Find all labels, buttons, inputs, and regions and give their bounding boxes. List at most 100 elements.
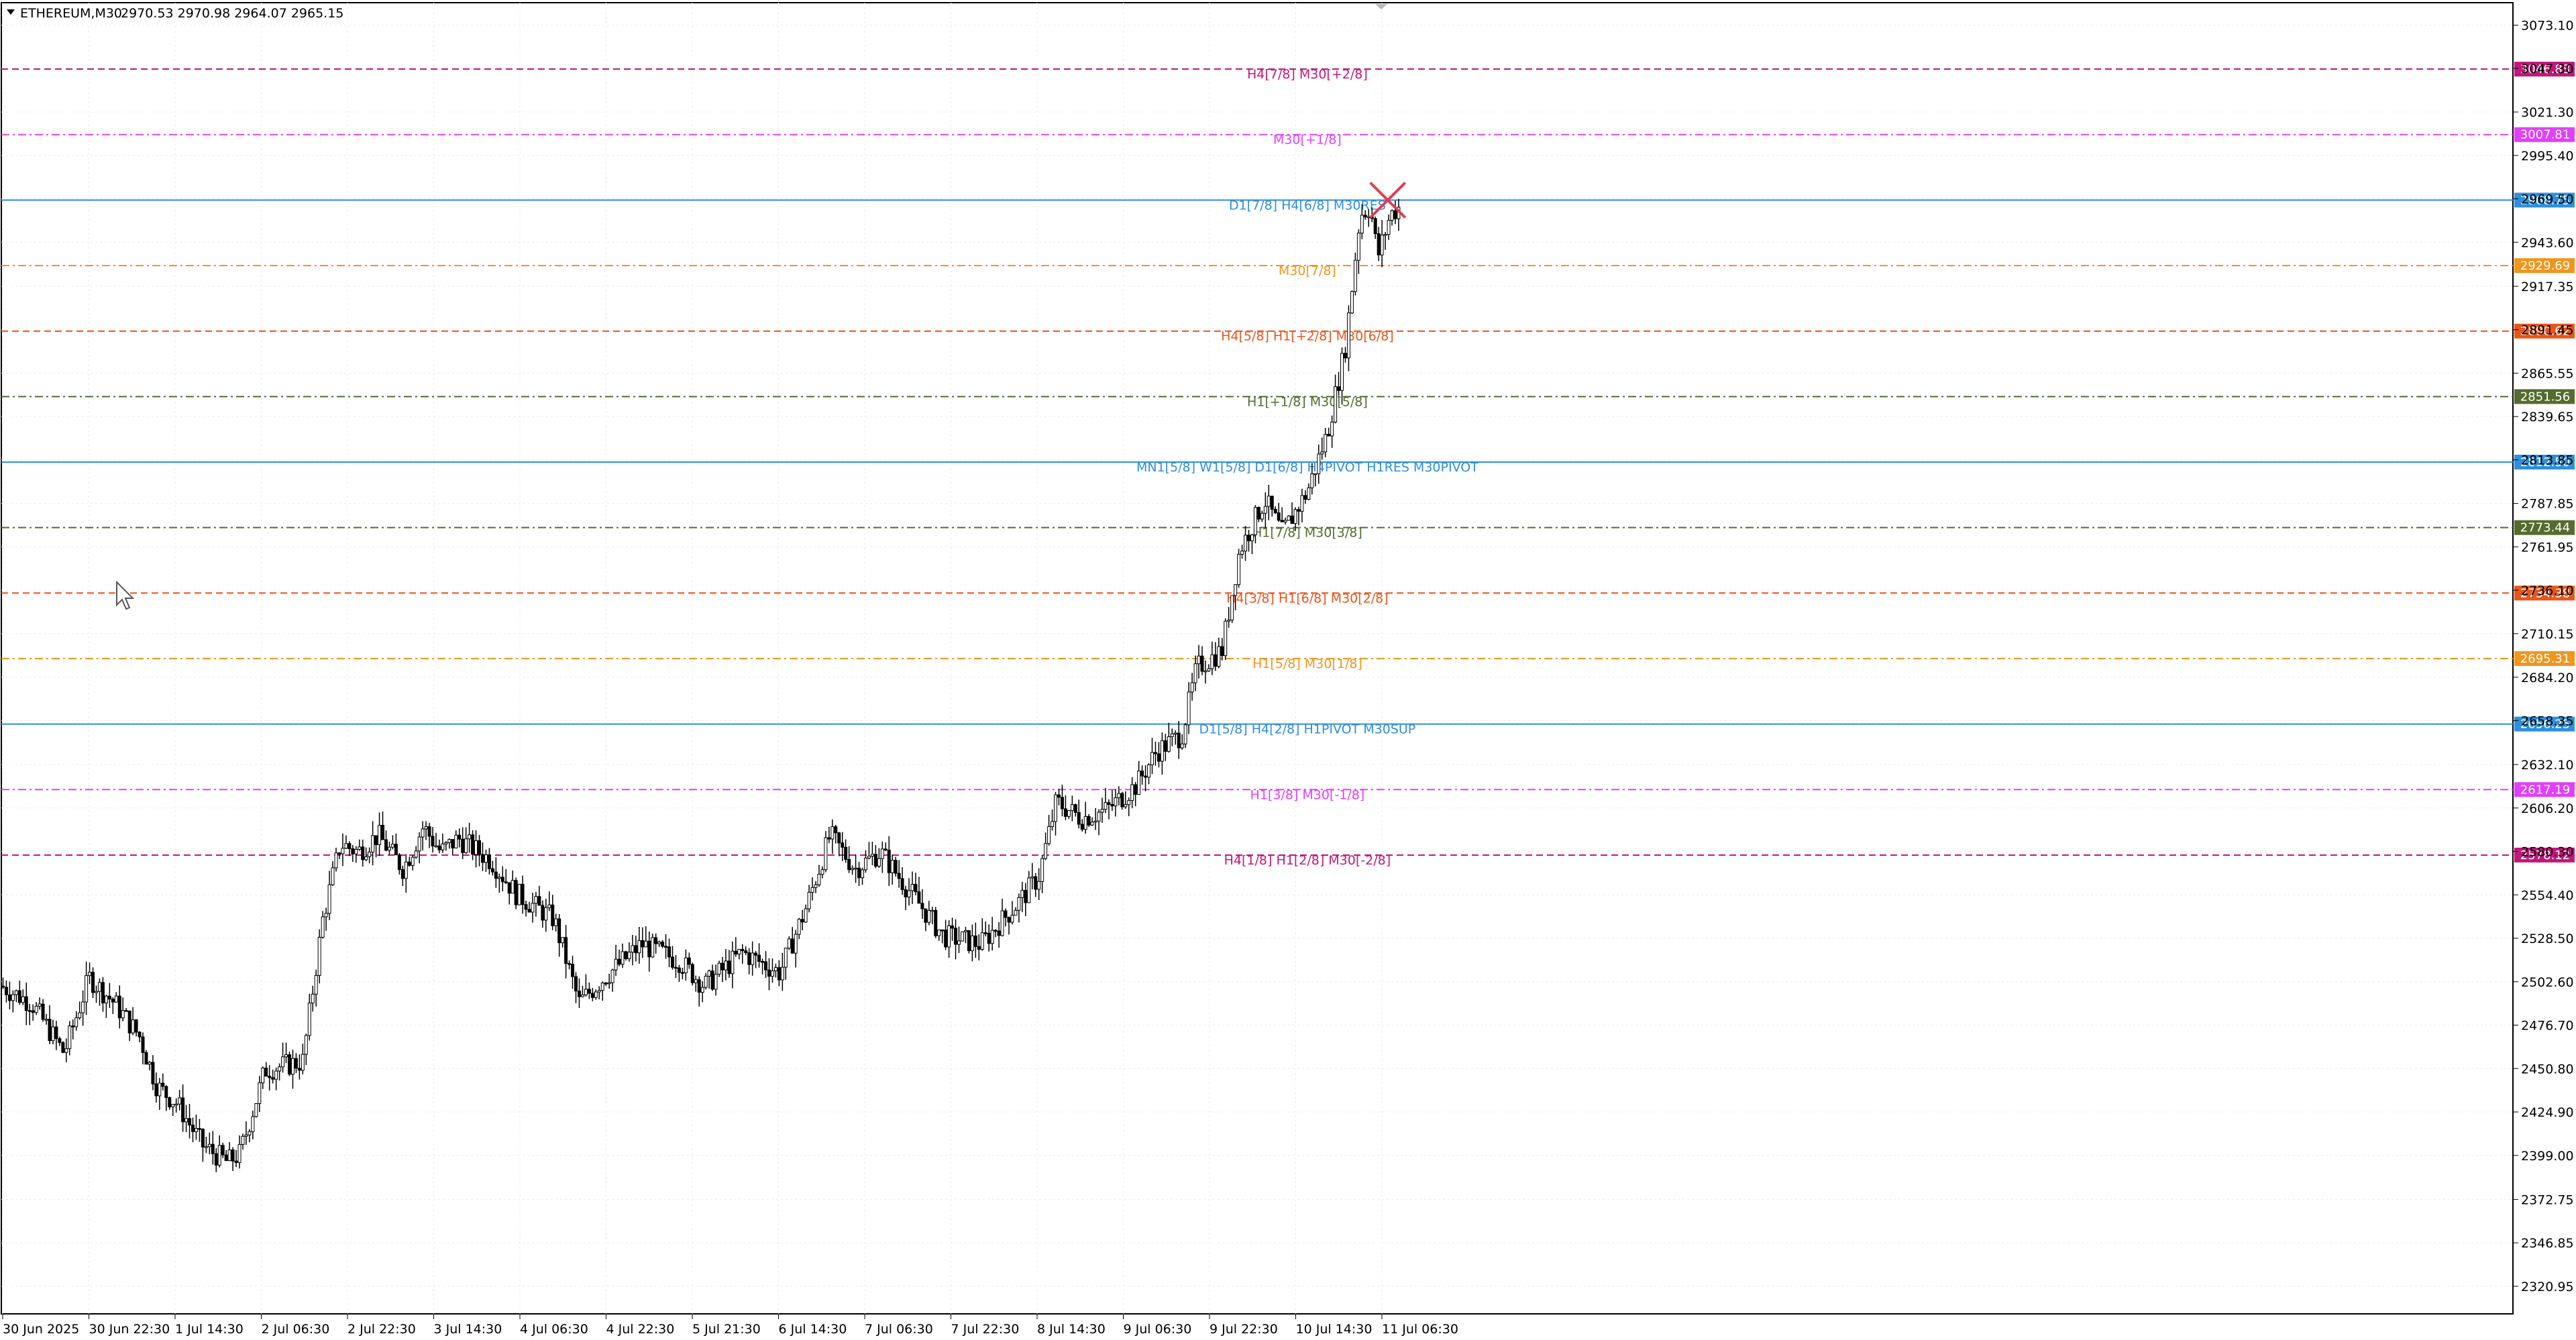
candle-body [1240,551,1244,555]
candle-body [1193,663,1197,683]
candle-body [780,966,784,981]
price-badge-text: 2617.19 [2520,783,2570,797]
trade-markers [1369,181,1407,219]
y-tick-label: 2787.85 [2521,497,2574,512]
candle-body [114,995,118,1003]
candle-body [697,979,701,993]
candle-body [857,867,861,879]
candle-body [244,1134,248,1137]
candle-body [1256,507,1260,520]
candle-body [894,860,898,874]
candle-body [1217,646,1221,667]
candle-body [68,1025,72,1050]
candle-body [1363,215,1367,217]
candle-body [741,949,745,952]
candle-body [294,1058,298,1069]
chart-shift-icon[interactable] [1375,4,1387,9]
candle-body [347,843,352,849]
candle-body [1297,509,1301,512]
candle-body [354,848,358,854]
candle-body [1124,804,1128,807]
candle-body [480,854,484,863]
candle-body [461,838,465,853]
candle-body [407,861,411,866]
candle-body [631,945,635,953]
candle-body [404,861,408,879]
levels: H4[7/8] M30[+2/8] 3046.88 M30[+1/8] 3007.81… [1,62,2575,868]
candle-body [421,828,425,838]
candle-body [554,918,558,926]
candle-body [754,952,758,956]
candle-body [997,930,1001,936]
candle-body [378,825,382,845]
candle-body [1393,210,1397,219]
candle-body [1107,802,1111,805]
candle-body [767,969,771,977]
candle-body [571,964,575,977]
candle-body [967,930,971,952]
candle-body [684,957,688,974]
candle-body [274,1070,278,1080]
symbol-menu-icon[interactable] [7,9,15,15]
candle-body [394,844,398,856]
candle-body [1070,804,1074,811]
candle-body [804,908,808,923]
candle-body [321,916,325,938]
candle-body [164,1086,168,1099]
candle-body [158,1082,162,1097]
candle-body [694,979,698,983]
price-badge-text: 2656.25 [2520,718,2570,732]
x-tick-label: 9 Jul 06:30 [1124,1322,1192,1337]
candle-body [1343,353,1347,359]
candle-body [484,854,488,863]
candle-body [1267,496,1271,507]
candle-body [1060,797,1064,809]
candle-body [667,946,672,958]
candle-body [411,856,415,866]
mouse-cursor-icon [116,581,135,610]
x-tick-label: 6 Jul 14:30 [779,1322,847,1337]
candle-body [1010,915,1014,923]
candle-body [7,994,11,1001]
level-label: H4[5/8] H1[+2/8] M30[6/8] [1221,329,1394,344]
candle-body [88,972,92,976]
candle-body [1227,620,1231,622]
x-tick-label: 2 Jul 06:30 [262,1322,330,1337]
candle-body [1270,496,1274,510]
candle-body [387,846,391,851]
candle-body [337,852,341,854]
candle-body [1356,233,1360,261]
candle-body [81,1001,85,1013]
candle-body [497,877,501,879]
candle-body [334,852,338,869]
candle-body [577,991,581,997]
candle-body [1324,434,1328,453]
candle-body [1207,668,1211,671]
candle-body [1051,821,1055,828]
candle-body [854,867,858,870]
candle-body [587,989,591,994]
candle-body [161,1082,165,1087]
candle-body [214,1153,218,1166]
price-badge [2514,323,2575,339]
candle-body [1334,386,1338,423]
y-tick-label: 2969.50 [2521,192,2574,207]
level-label: H1[7/8] M30[3/8] [1252,526,1362,541]
candle-body [674,966,678,969]
candle-body [287,1054,291,1075]
candle-body [264,1067,268,1077]
candle-body [1030,876,1034,879]
candle-body [1293,509,1297,524]
candle-body [278,1066,282,1072]
level-label: D1[5/8] H4[2/8] H1PIVOT M30SUP [1199,722,1416,737]
candle-body [1253,507,1257,535]
y-tick-label: 2684.20 [2521,671,2574,685]
chart-title: ETHEREUM,M30 [20,6,122,21]
candle-body [397,854,401,871]
price-badge-text: 3007.81 [2520,128,2570,142]
candle-body [168,1097,172,1107]
candle-body [197,1128,201,1130]
candle-body [744,950,748,954]
